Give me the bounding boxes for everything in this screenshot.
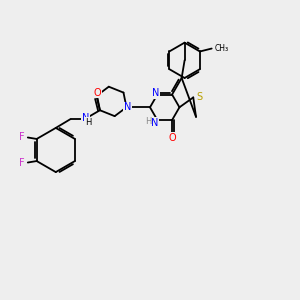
- Text: O: O: [168, 133, 176, 143]
- Text: H: H: [145, 117, 152, 126]
- Text: N: N: [151, 118, 158, 128]
- Text: N: N: [82, 112, 89, 123]
- Text: O: O: [93, 88, 101, 98]
- Text: CH₃: CH₃: [214, 44, 229, 53]
- Text: F: F: [19, 133, 25, 142]
- Text: H: H: [85, 118, 92, 127]
- Text: N: N: [124, 102, 132, 112]
- Text: F: F: [19, 158, 25, 167]
- Text: N: N: [152, 88, 160, 98]
- Text: S: S: [196, 92, 202, 102]
